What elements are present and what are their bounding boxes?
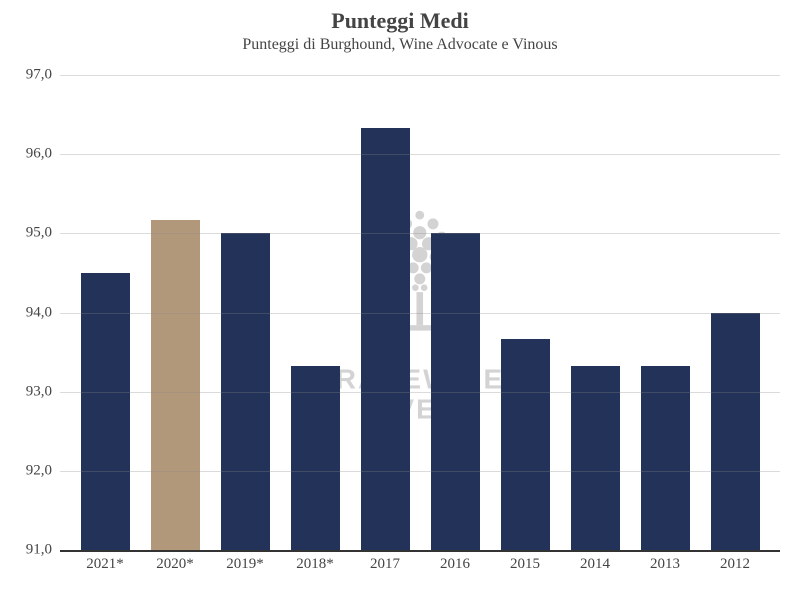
x-tick-label: 2016 <box>440 550 470 573</box>
y-tick-label: 91,0 <box>26 542 60 559</box>
chart-title: Punteggi Medi <box>0 8 800 34</box>
gridline <box>60 471 780 472</box>
gridline <box>60 233 780 234</box>
y-tick-label: 95,0 <box>26 225 60 242</box>
bar <box>151 220 200 550</box>
y-tick-label: 93,0 <box>26 383 60 400</box>
chart-subtitle: Punteggi di Burghound, Wine Advocate e V… <box>0 36 800 54</box>
x-tick-label: 2019* <box>226 550 264 573</box>
bar <box>501 339 550 550</box>
x-tick-label: 2017 <box>370 550 400 573</box>
x-tick-label: 2018* <box>296 550 334 573</box>
x-tick-label: 2021* <box>86 550 124 573</box>
y-tick-label: 97,0 <box>26 67 60 84</box>
gridline <box>60 392 780 393</box>
x-tick-label: 2014 <box>580 550 610 573</box>
y-tick-label: 94,0 <box>26 304 60 321</box>
bar <box>291 366 340 550</box>
y-tick-label: 92,0 <box>26 462 60 479</box>
bar <box>81 273 130 550</box>
x-tick-label: 2012 <box>720 550 750 573</box>
x-tick-label: 2015 <box>510 550 540 573</box>
plot-area: RAREWINE INVEST 2021*2020*2019*2018*2017… <box>60 75 780 552</box>
bar <box>361 128 410 550</box>
bar <box>641 366 690 550</box>
x-tick-label: 2020* <box>156 550 194 573</box>
bar <box>711 313 760 551</box>
y-tick-label: 96,0 <box>26 146 60 163</box>
gridline <box>60 75 780 76</box>
gridline <box>60 154 780 155</box>
bar <box>571 366 620 550</box>
x-tick-label: 2013 <box>650 550 680 573</box>
gridline <box>60 313 780 314</box>
chart-container: Punteggi Medi Punteggi di Burghound, Win… <box>0 0 800 600</box>
